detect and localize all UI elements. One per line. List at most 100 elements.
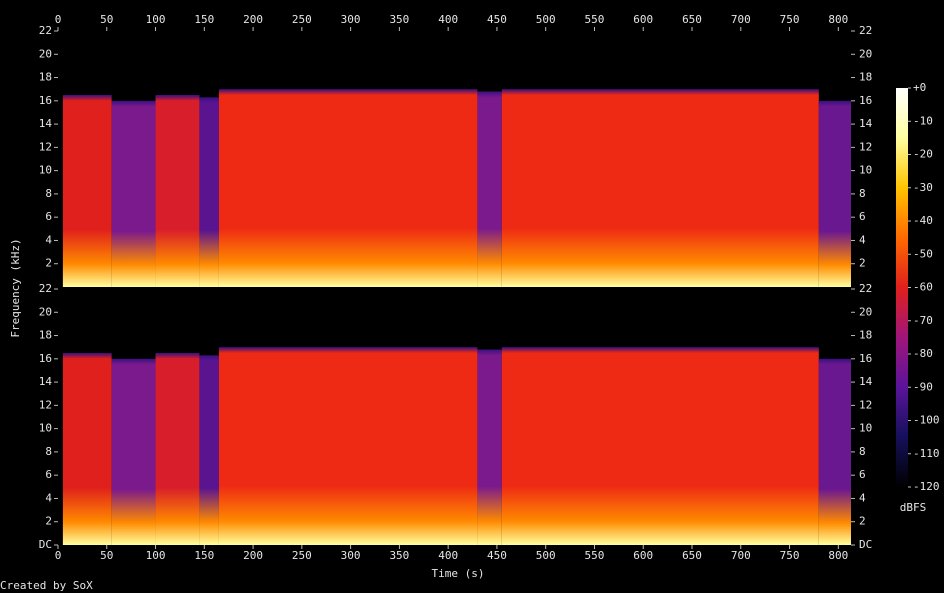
- y-tick-label: 22: [859, 282, 872, 295]
- x-tick-label: 750: [780, 13, 800, 26]
- x-tick-label: 600: [633, 549, 653, 562]
- y-tick-label: 8: [45, 445, 52, 458]
- y-tick-label: 14: [859, 375, 873, 388]
- y-tick-label: 14: [39, 117, 53, 130]
- y-tick-label: 12: [859, 140, 872, 153]
- y-tick-label: 6: [45, 210, 52, 223]
- spectrum-region: [501, 347, 819, 545]
- x-tick-label: 450: [487, 549, 507, 562]
- x-tick-label: 500: [536, 549, 556, 562]
- y-tick-label: 6: [45, 468, 52, 481]
- x-tick-label: 300: [341, 549, 361, 562]
- y-tick-label: 6: [859, 468, 866, 481]
- y-tick-label: 12: [39, 398, 52, 411]
- colorbar-tick-label: -40: [913, 214, 933, 227]
- x-tick-label: 700: [731, 13, 751, 26]
- x-tick-label: 650: [682, 13, 702, 26]
- y-tick-label: 2: [45, 257, 52, 270]
- y-tick-label: 16: [859, 352, 872, 365]
- x-tick-label: 750: [780, 549, 800, 562]
- y-tick-label: 16: [39, 352, 52, 365]
- y-tick-label: 4: [45, 491, 52, 504]
- spectrum-region: [62, 95, 112, 287]
- colorbar-tick-label: -60: [913, 281, 933, 294]
- spectrum-region: [199, 355, 219, 545]
- y-tick-label: DC: [39, 538, 52, 551]
- x-tick-label: 250: [292, 549, 312, 562]
- colorbar-tick-label: -50: [913, 247, 933, 260]
- x-tick-label: 150: [194, 549, 214, 562]
- x-tick-label: 200: [243, 549, 263, 562]
- colorbar-tick-label: -120: [913, 480, 940, 493]
- x-tick-label: 300: [341, 13, 361, 26]
- colorbar-tick-label: -90: [913, 380, 933, 393]
- spectrum-region: [477, 349, 502, 545]
- y-tick-label: 10: [39, 422, 52, 435]
- spectrum-region: [111, 100, 156, 288]
- y-tick-label: 16: [859, 94, 872, 107]
- y-tick-label: 20: [859, 305, 872, 318]
- colorbar-tick-label: -20: [913, 148, 933, 161]
- y-tick-label: 18: [39, 329, 52, 342]
- y-tick-label: 20: [39, 47, 52, 60]
- y-tick-label: 4: [859, 491, 866, 504]
- y-tick-label: 2: [859, 515, 866, 528]
- x-tick-label: 50: [100, 13, 113, 26]
- x-tick-label: 650: [682, 549, 702, 562]
- y-tick-label: 10: [859, 164, 872, 177]
- x-tick-label: 400: [438, 549, 458, 562]
- colorbar-label: dBFS: [900, 501, 927, 514]
- colorbar-tick-label: -110: [913, 447, 940, 460]
- y-tick-label: 22: [859, 24, 872, 37]
- x-axis-label: Time (s): [432, 567, 485, 580]
- x-tick-label: 200: [243, 13, 263, 26]
- y-tick-label: 12: [39, 140, 52, 153]
- y-tick-label: 2: [45, 515, 52, 528]
- x-tick-label: 550: [585, 549, 605, 562]
- y-tick-label: 16: [39, 94, 52, 107]
- x-tick-label: 600: [633, 13, 653, 26]
- spectrum-region: [818, 100, 851, 288]
- x-tick-label: 450: [487, 13, 507, 26]
- y-tick-label: 10: [39, 164, 52, 177]
- x-tick-label: 350: [389, 13, 409, 26]
- colorbar-tick-label: -100: [913, 414, 940, 427]
- y-tick-label: 8: [45, 187, 52, 200]
- y-tick-label: 12: [859, 398, 872, 411]
- colorbar: [896, 88, 908, 487]
- x-tick-label: 800: [828, 13, 848, 26]
- y-tick-label: 4: [45, 233, 52, 246]
- y-tick-label: 18: [859, 329, 872, 342]
- y-axis-label: Frequency (kHz): [9, 238, 22, 337]
- colorbar-tick-label: +0: [913, 81, 926, 94]
- y-tick-label: 4: [859, 233, 866, 246]
- spectrum-region: [155, 95, 200, 287]
- x-tick-label: 150: [194, 13, 214, 26]
- y-tick-label: 8: [859, 445, 866, 458]
- x-tick-label: 550: [585, 13, 605, 26]
- colorbar-tick-label: -10: [913, 114, 933, 127]
- spectrum-region: [818, 358, 851, 545]
- x-tick-label: 100: [146, 13, 166, 26]
- x-tick-label: 100: [146, 549, 166, 562]
- x-tick-label: 250: [292, 13, 312, 26]
- y-tick-label: 2: [859, 257, 866, 270]
- x-tick-label: 400: [438, 13, 458, 26]
- colorbar-tick-label: -80: [913, 347, 933, 360]
- spectrum-region: [199, 97, 219, 287]
- y-tick-label: 20: [39, 305, 52, 318]
- spectrum-region: [477, 91, 502, 287]
- credit: Created by SoX: [0, 579, 93, 592]
- spectrum-region: [501, 89, 819, 287]
- colorbar-tick-label: -70: [913, 314, 933, 327]
- y-tick-label: 8: [859, 187, 866, 200]
- y-tick-label: 22: [39, 24, 52, 37]
- spectrum-region: [111, 358, 156, 545]
- y-tick-label: 14: [859, 117, 873, 130]
- y-tick-label: 22: [39, 282, 52, 295]
- spectrum-region: [218, 347, 478, 545]
- x-tick-label: 0: [55, 13, 62, 26]
- x-tick-label: 700: [731, 549, 751, 562]
